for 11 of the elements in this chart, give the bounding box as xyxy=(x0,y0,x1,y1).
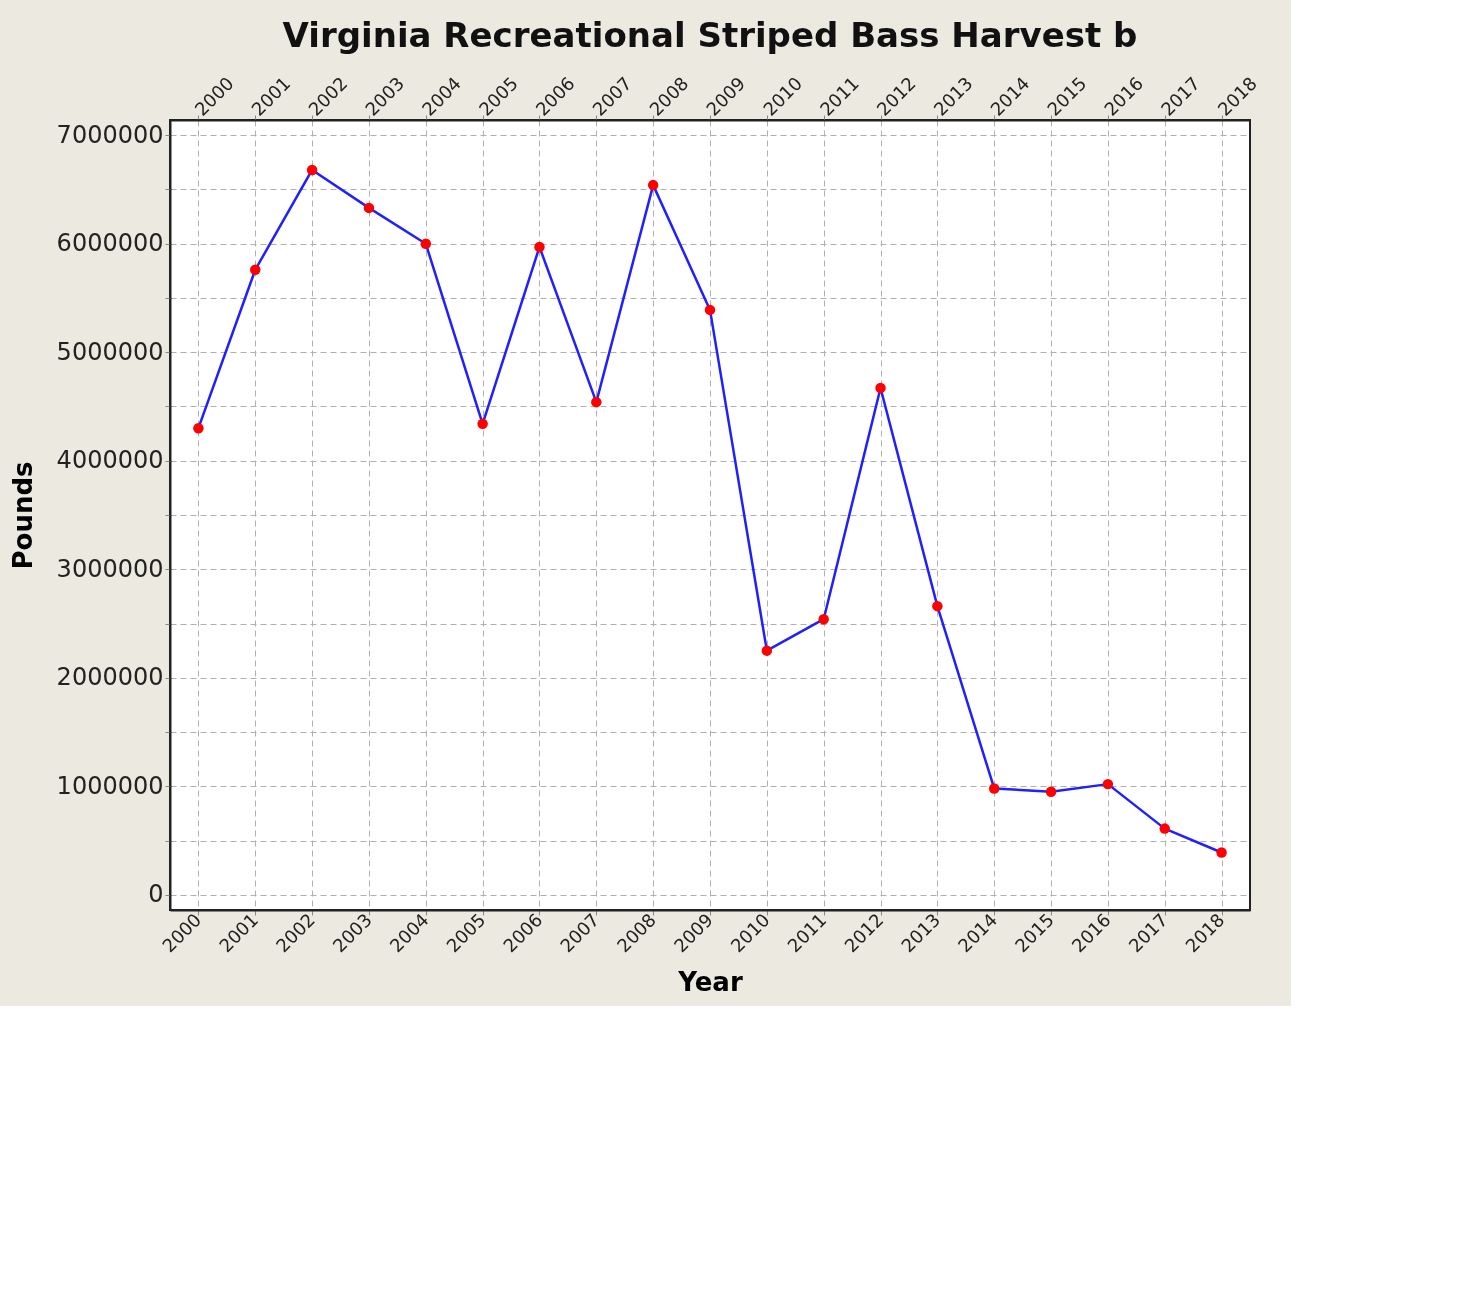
y-axis-title: Pounds xyxy=(7,461,38,570)
y-tick-label: 2000000 xyxy=(56,663,164,692)
chart-title: Virginia Recreational Striped Bass Harvest b xyxy=(282,15,1138,56)
y-tick-label: 1000000 xyxy=(56,771,164,800)
y-tick-label: 4000000 xyxy=(56,446,164,475)
y-tick-label: 6000000 xyxy=(56,229,164,258)
y-tick-label: 5000000 xyxy=(56,337,164,366)
y-tick-label: 3000000 xyxy=(56,554,164,583)
y-tick-label: 0 xyxy=(148,880,164,909)
y-tick-label: 7000000 xyxy=(56,120,164,149)
x-axis-title: Year xyxy=(677,967,743,998)
